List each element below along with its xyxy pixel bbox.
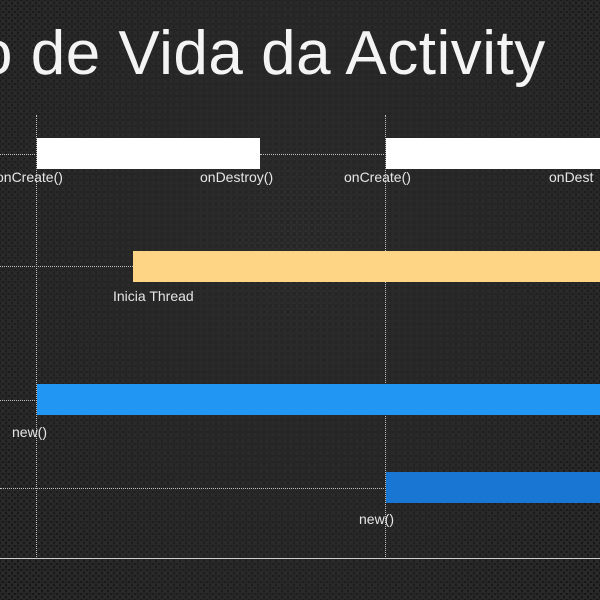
- slide-title: o de Vida da Activity: [0, 19, 546, 88]
- object-1-bar: [37, 384, 600, 415]
- timeline-baseline: [0, 558, 600, 559]
- object-1-lane-connector: [0, 400, 37, 401]
- thread-start-label: Inicia Thread: [113, 288, 194, 304]
- ondestroy-label-2: onDest: [549, 169, 594, 185]
- oncreate-label-2: onCreate(): [344, 169, 411, 185]
- thread-lane-connector: [0, 266, 133, 267]
- object-2-new-label: new(): [359, 511, 395, 527]
- timeline-marker-2: [385, 115, 386, 559]
- activity-gap-connector: [260, 154, 386, 155]
- object-1-new-label: new(): [12, 424, 48, 440]
- activity-instance-1-bar: [37, 138, 260, 169]
- ondestroy-label-1: onDestroy(): [200, 169, 274, 185]
- activity-instance-2-bar: [386, 138, 600, 169]
- oncreate-label-1: onCreate(): [0, 169, 63, 185]
- object-2-bar: [386, 472, 600, 503]
- thread-bar: [133, 251, 600, 282]
- activity-lane-connector: [0, 154, 37, 155]
- object-2-lane-connector: [0, 488, 386, 489]
- timeline-marker-1: [36, 115, 37, 559]
